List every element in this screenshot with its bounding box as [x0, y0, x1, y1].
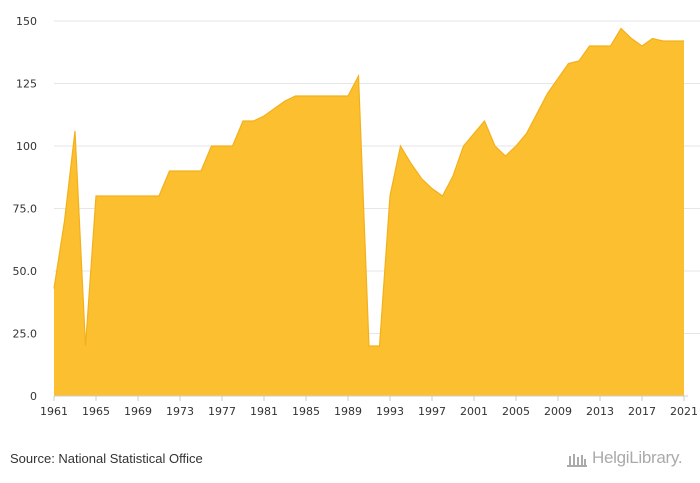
y-axis: 0 25.0 50.0 75.0 100 125 150 [13, 15, 38, 403]
x-tick-label: 1981 [250, 405, 278, 418]
data-area-layer [53, 27, 684, 396]
y-tick-label: 0 [30, 390, 37, 403]
x-tick-label: 1973 [166, 405, 194, 418]
logo-text: HelgiLibrary. [592, 448, 683, 467]
y-tick-label: 125 [16, 78, 37, 91]
x-tick-label: 1989 [334, 405, 362, 418]
x-tick-label: 1985 [292, 405, 320, 418]
data-line [53, 27, 684, 347]
x-axis: 1961 1965 1969 1973 1977 1981 1985 1989 1993 1997… [40, 395, 698, 418]
helgi-library-logo[interactable]: HelgiLibrary. [566, 448, 683, 468]
y-tick-label: 50.0 [13, 265, 38, 278]
x-tick-label: 2021 [670, 405, 698, 418]
x-tick-label: 2009 [544, 405, 572, 418]
x-tick-label: 1965 [82, 405, 110, 418]
x-tick-label: 1997 [418, 405, 446, 418]
x-tick-label: 2013 [586, 405, 614, 418]
x-tick-label: 1961 [40, 405, 68, 418]
x-tick-label: 1993 [376, 405, 404, 418]
library-building-icon [567, 454, 587, 467]
data-area [54, 28, 684, 396]
y-tick-label: 75.0 [13, 203, 38, 216]
x-tick-label: 2001 [460, 405, 488, 418]
x-tick-label: 2017 [628, 405, 656, 418]
y-tick-label: 100 [16, 140, 37, 153]
source-note: Source: National Statistical Office [10, 451, 203, 466]
x-tick-label: 1969 [124, 405, 152, 418]
x-tick-label: 1977 [208, 405, 236, 418]
x-tick-label: 2005 [502, 405, 530, 418]
y-tick-label: 150 [16, 15, 37, 28]
y-tick-label: 25.0 [13, 328, 38, 341]
